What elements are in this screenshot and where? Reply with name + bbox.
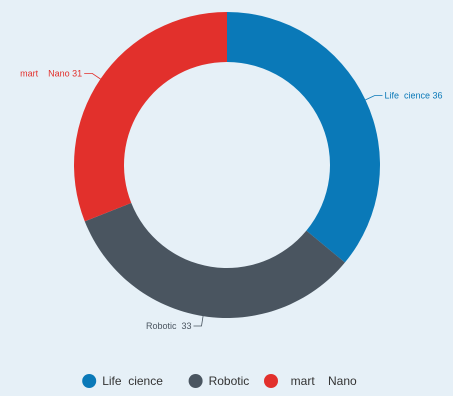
data-label-2: mart Nano 31 (20, 68, 82, 78)
legend-marker-2[interactable] (264, 374, 278, 388)
data-label-1: Robotic 33 (146, 321, 192, 331)
legend-label-0[interactable]: Life cience (102, 374, 163, 388)
leader-line-0 (365, 95, 383, 101)
slice-1[interactable] (84, 202, 345, 319)
legend-marker-0[interactable] (82, 374, 97, 388)
legend-label-2[interactable]: mart Nano (284, 374, 357, 388)
data-label-0: Life cience 36 (384, 91, 442, 101)
legend-label-1[interactable]: Robotic (209, 374, 250, 388)
legend-marker-1[interactable] (188, 374, 203, 388)
slices-group (73, 12, 380, 319)
slice-2[interactable] (73, 12, 227, 222)
leader-line-1 (193, 316, 204, 327)
slice-labels-group: Life cience 36 Robotic 33 mart Nano 31 (20, 68, 442, 331)
slice-0[interactable] (227, 12, 380, 263)
leader-line-2 (84, 72, 101, 80)
legend: Life cience Robotic mart Nano (82, 374, 357, 388)
